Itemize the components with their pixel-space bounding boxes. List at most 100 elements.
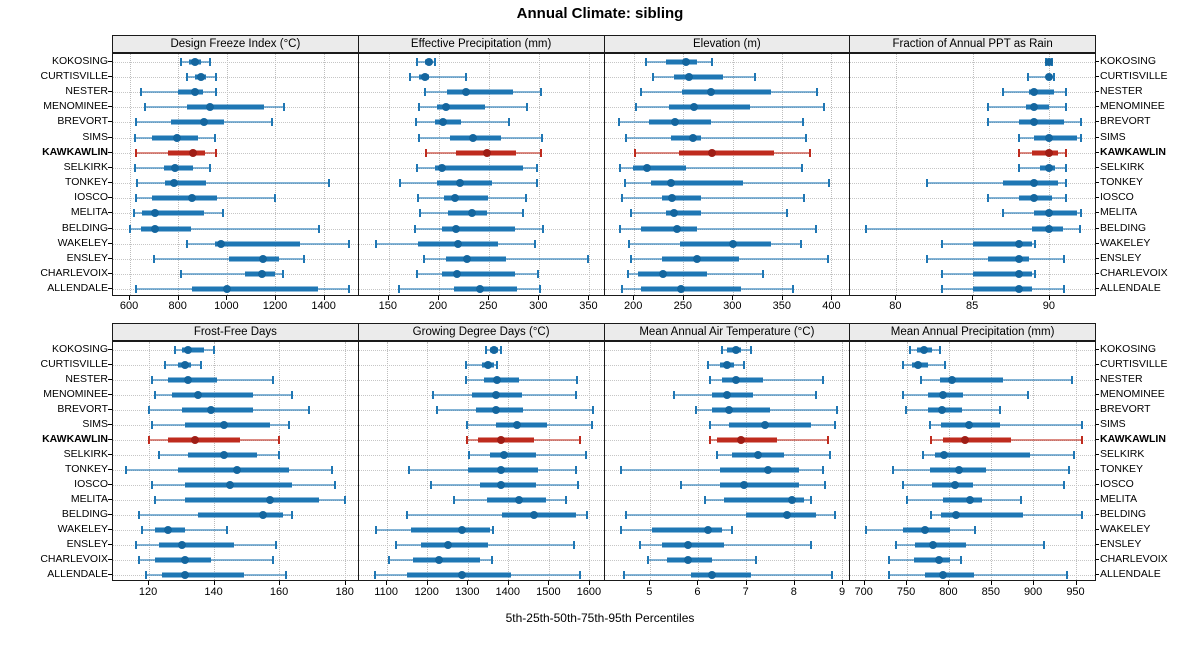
percentile-5-cap bbox=[864, 224, 867, 233]
median-dot bbox=[920, 525, 929, 534]
percentile-25-75-box bbox=[496, 422, 548, 427]
station-label-left: SIMS bbox=[82, 417, 108, 430]
percentile-5-cap bbox=[622, 570, 625, 579]
percentile-5-cap bbox=[185, 239, 188, 248]
axis-tick-right bbox=[1095, 182, 1099, 184]
percentile-95-cap bbox=[802, 194, 805, 203]
percentile-5-cap bbox=[417, 103, 420, 112]
x-axis-tick bbox=[781, 296, 783, 300]
percentile-25-75-box bbox=[434, 119, 461, 125]
median-dot bbox=[782, 510, 791, 519]
percentile-5-cap bbox=[374, 239, 377, 248]
horizontal-gridline bbox=[850, 137, 1095, 139]
percentile-95-cap bbox=[282, 103, 285, 112]
station-label-right: MENOMINEE bbox=[1100, 387, 1165, 400]
median-dot bbox=[947, 375, 956, 384]
median-dot bbox=[950, 480, 959, 489]
station-label-left: MELITA bbox=[70, 492, 108, 505]
axis-tick-right bbox=[1095, 60, 1099, 62]
percentile-95-cap bbox=[222, 209, 225, 218]
vertical-gridline bbox=[588, 342, 590, 580]
panel-strip-title: Design Freeze Index (°C) bbox=[170, 38, 301, 50]
median-dot bbox=[434, 555, 443, 564]
x-axis-tick bbox=[538, 296, 540, 300]
axis-tick-left bbox=[108, 363, 112, 365]
axis-tick-left bbox=[108, 182, 112, 184]
panel-plot-area bbox=[604, 54, 850, 295]
percentile-95-cap bbox=[754, 555, 757, 564]
median-dot bbox=[462, 255, 471, 264]
horizontal-gridline bbox=[850, 91, 1095, 93]
station-label-right: IOSCO bbox=[1100, 191, 1134, 204]
percentile-5-cap bbox=[630, 209, 633, 218]
median-dot bbox=[939, 390, 948, 399]
percentile-5-cap bbox=[185, 72, 188, 81]
percentile-25-75-box bbox=[1033, 210, 1077, 216]
vertical-gridline bbox=[178, 54, 180, 295]
percentile-95-cap bbox=[833, 420, 836, 429]
median-dot bbox=[233, 465, 241, 474]
percentile-25-75-box bbox=[171, 119, 225, 125]
median-dot bbox=[441, 103, 450, 112]
vertical-gridline bbox=[683, 54, 685, 295]
median-dot bbox=[226, 480, 235, 489]
percentile-25-75-box bbox=[184, 482, 293, 487]
median-dot bbox=[939, 450, 948, 459]
percentile-95-cap bbox=[826, 255, 829, 264]
station-label-left: KOKOSING bbox=[51, 54, 108, 67]
percentile-5-95-whisker bbox=[180, 273, 283, 276]
axis-tick-right bbox=[1095, 166, 1099, 168]
median-dot bbox=[197, 72, 206, 81]
x-axis-tick-label: 850 bbox=[981, 586, 1000, 598]
median-dot bbox=[475, 285, 484, 294]
percentile-5-cap bbox=[151, 480, 154, 489]
percentile-5-cap bbox=[415, 270, 418, 279]
percentile-5-cap bbox=[619, 224, 622, 233]
percentile-25-75-box bbox=[168, 437, 241, 442]
x-axis-tick bbox=[507, 581, 509, 585]
station-label-left: MENOMINEE bbox=[43, 387, 108, 400]
panel-plot-area bbox=[113, 342, 358, 580]
vertical-gridline bbox=[782, 54, 784, 295]
horizontal-gridline bbox=[850, 364, 1095, 366]
percentile-25-75-box bbox=[924, 572, 975, 577]
percentile-95-cap bbox=[333, 480, 336, 489]
median-dot bbox=[492, 405, 501, 414]
axis-tick-left bbox=[108, 258, 112, 260]
median-dot bbox=[1014, 270, 1023, 279]
axis-tick-left bbox=[108, 558, 112, 560]
x-axis-tick-label: 80 bbox=[889, 300, 902, 312]
percentile-95-cap bbox=[539, 87, 542, 96]
median-dot bbox=[728, 239, 737, 248]
percentile-95-cap bbox=[800, 163, 803, 172]
percentile-25-75-box bbox=[490, 452, 537, 457]
panel bbox=[849, 341, 1096, 581]
vertical-gridline bbox=[794, 342, 796, 580]
percentile-5-95-whisker bbox=[129, 227, 319, 230]
percentile-25-75-box bbox=[412, 557, 480, 562]
percentile-95-cap bbox=[575, 375, 578, 384]
percentile-95-cap bbox=[343, 495, 346, 504]
station-label-right: CHARLEVOIX bbox=[1100, 267, 1168, 280]
horizontal-gridline bbox=[113, 364, 358, 366]
percentile-5-cap bbox=[154, 495, 157, 504]
percentile-95-cap bbox=[492, 525, 495, 534]
percentile-95-cap bbox=[808, 148, 811, 157]
percentile-25-75-box bbox=[483, 377, 519, 382]
percentile-25-75-box bbox=[436, 180, 492, 186]
percentile-25-75-box bbox=[943, 437, 1011, 442]
percentile-5-cap bbox=[941, 239, 944, 248]
x-axis-tick bbox=[226, 296, 228, 300]
panel bbox=[112, 341, 359, 581]
median-dot bbox=[169, 179, 178, 188]
percentile-5-cap bbox=[901, 390, 904, 399]
percentile-5-cap bbox=[709, 375, 712, 384]
percentile-5-cap bbox=[634, 148, 637, 157]
percentile-5-cap bbox=[179, 57, 182, 66]
axis-tick-right bbox=[1095, 573, 1099, 575]
median-dot bbox=[703, 525, 712, 534]
median-dot bbox=[164, 525, 173, 534]
percentile-95-cap bbox=[1062, 480, 1065, 489]
median-dot bbox=[492, 390, 501, 399]
percentile-95-cap bbox=[433, 57, 436, 66]
